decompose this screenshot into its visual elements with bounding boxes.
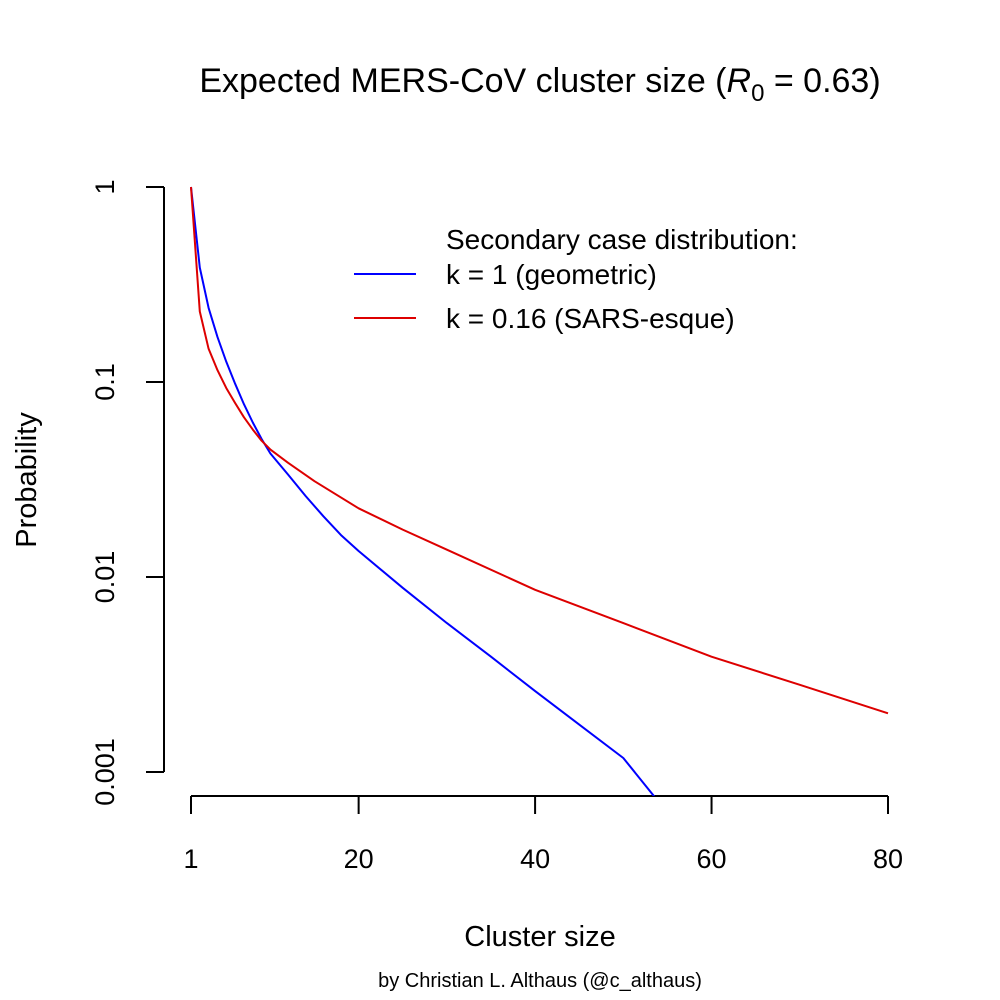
series-group [190, 186, 889, 796]
series-line-2 [190, 186, 889, 715]
x-axis: 1 20 40 60 80 [183, 795, 903, 874]
x-tick-label: 20 [344, 844, 374, 874]
y-axis: 0.001 0.01 0.1 1 [90, 179, 165, 806]
x-tick-label: 80 [873, 844, 903, 874]
chart-title: Expected MERS-CoV cluster size (R0 = 0.6… [199, 62, 880, 107]
y-tick-label: 0.001 [90, 738, 120, 806]
x-tick-label: 1 [183, 844, 198, 874]
x-tick-label: 40 [520, 844, 550, 874]
y-tick-label: 0.01 [90, 551, 120, 604]
y-ticks: 0.001 0.01 0.1 1 [90, 179, 164, 806]
series-line-1 [190, 186, 655, 796]
title-main: Expected MERS-CoV cluster size ( [199, 62, 727, 100]
legend-entries: k = 1 (geometric) k = 0.16 (SARS-esque) [354, 259, 735, 334]
title-rest: = 0.63) [764, 62, 880, 100]
x-ticks: 1 20 40 60 80 [183, 796, 903, 874]
title-r-symbol: R [727, 62, 752, 100]
legend-label: k = 1 (geometric) [446, 259, 657, 290]
title-r-subscript: 0 [751, 80, 764, 107]
x-axis-label: Cluster size [464, 921, 616, 953]
legend: Secondary case distribution: k = 1 (geom… [354, 224, 798, 334]
y-axis-label: Probability [11, 412, 43, 548]
legend-title: Secondary case distribution: [446, 224, 798, 255]
y-tick-label: 1 [90, 179, 120, 194]
y-tick-label: 0.1 [90, 363, 120, 401]
credit: by Christian L. Althaus (@c_althaus) [378, 970, 702, 992]
x-tick-label: 60 [697, 844, 727, 874]
legend-label: k = 0.16 (SARS-esque) [446, 303, 735, 334]
